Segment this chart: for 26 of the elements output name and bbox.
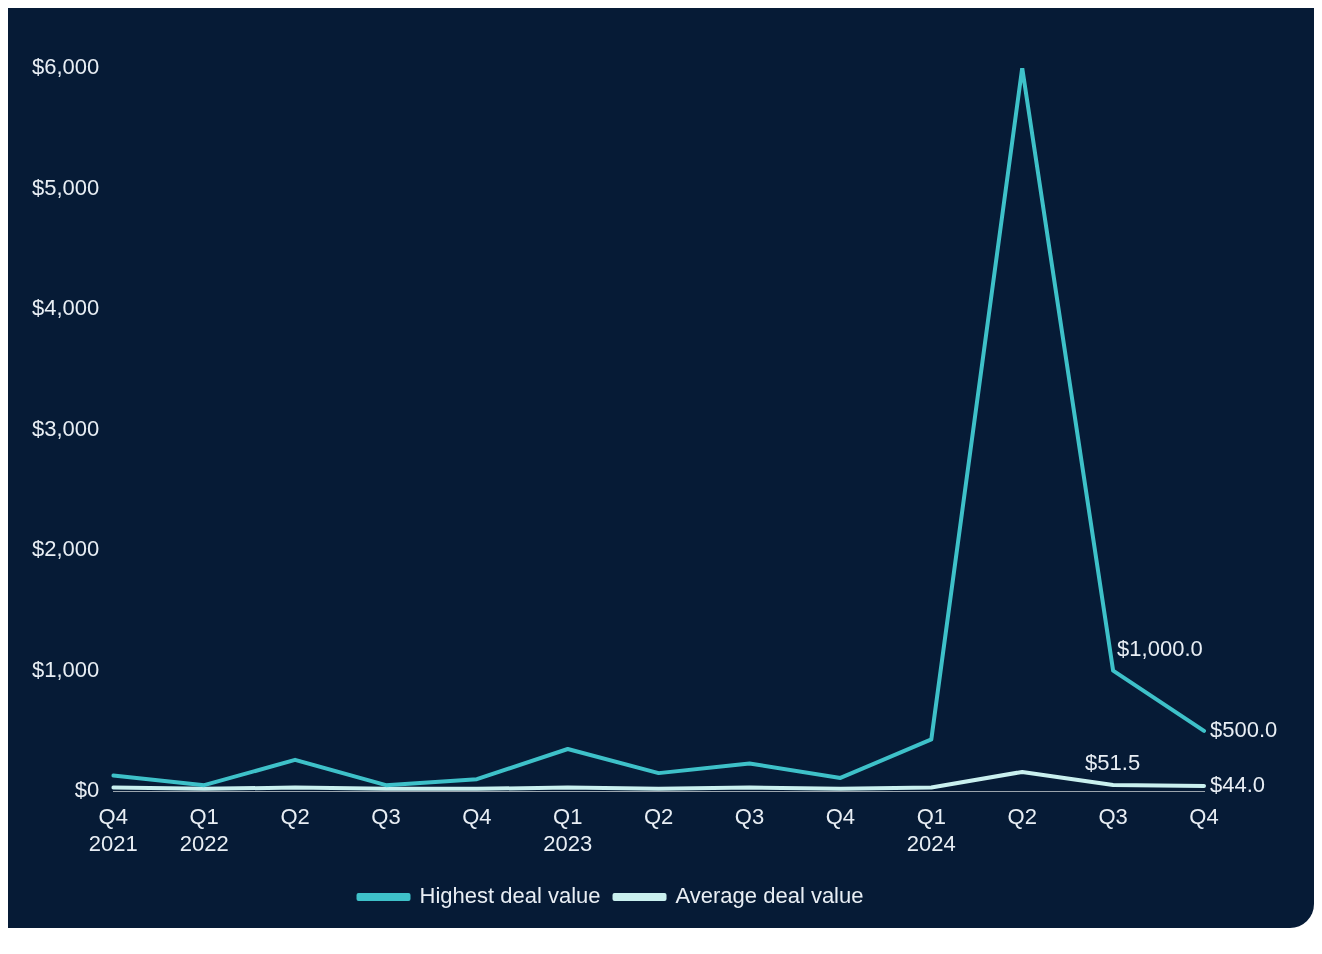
x-tick-label: Q1 2022 [179,804,229,856]
y-tick-label: $6,000 [31,54,100,80]
y-tick-label: $4,000 [31,295,100,321]
y-tick-label: $0 [74,777,100,803]
y-tick-label: $3,000 [31,415,100,441]
x-tick-label: Q4 2021 [88,804,138,856]
x-tick-label: Q3 [734,804,765,830]
x-tick-label: Q3 [371,804,401,830]
y-tick-label: $2,000 [31,536,100,562]
data-label: $51.5 [1085,750,1141,776]
x-tick-label: Q1 2023 [543,804,593,856]
x-tick-label: Q2 [1007,804,1037,830]
y-tick-label: $5,000 [31,174,100,200]
data-label: $1,000.0 [1117,635,1203,661]
x-tick-label: Q4 [462,804,492,830]
data-label: $44.0 [1210,771,1266,797]
x-tick-label: Q4 [825,804,856,830]
x-tick-label: Q1 2024 [906,804,956,856]
x-tick-label: Q2 [643,804,674,830]
legend-label: Highest deal value [419,883,601,909]
x-tick-label: Q3 [1098,804,1128,830]
x-tick-label: Q4 [1189,804,1219,830]
legend-label: Average deal value [675,883,864,909]
y-tick-label: $1,000 [31,656,100,682]
x-tick-label: Q2 [280,804,310,830]
data-label: $500.0 [1210,717,1278,742]
